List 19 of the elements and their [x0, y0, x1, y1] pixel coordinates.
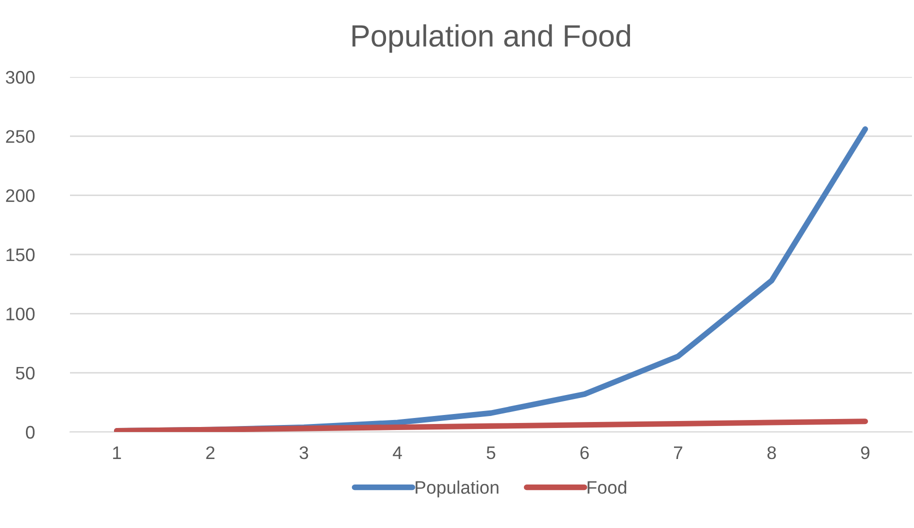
x-tick-label: 7	[674, 446, 682, 459]
y-tick-label: 50	[16, 366, 35, 380]
chart-title: Population and Food	[352, 24, 630, 53]
x-tick-label: 8	[767, 446, 776, 460]
y-tick-label: 300	[6, 70, 35, 84]
x-tick-label: 4	[392, 446, 402, 459]
y-tick-label: 250	[6, 130, 35, 143]
y-tick-label: 0	[26, 426, 35, 439]
x-tick-label: 3	[300, 446, 308, 460]
y-tick-label: 200	[6, 189, 35, 202]
y-tick-label: 150	[6, 248, 35, 262]
x-tick-label: 6	[580, 446, 589, 460]
x-tick-label: 9	[861, 446, 870, 460]
legend-label: Food	[588, 480, 626, 494]
legend-label: Population	[416, 480, 498, 498]
x-tick-label: 2	[206, 446, 214, 459]
x-tick-label: 5	[486, 446, 496, 460]
x-tick-label: 1	[113, 446, 121, 459]
y-tick-label: 100	[6, 308, 35, 320]
